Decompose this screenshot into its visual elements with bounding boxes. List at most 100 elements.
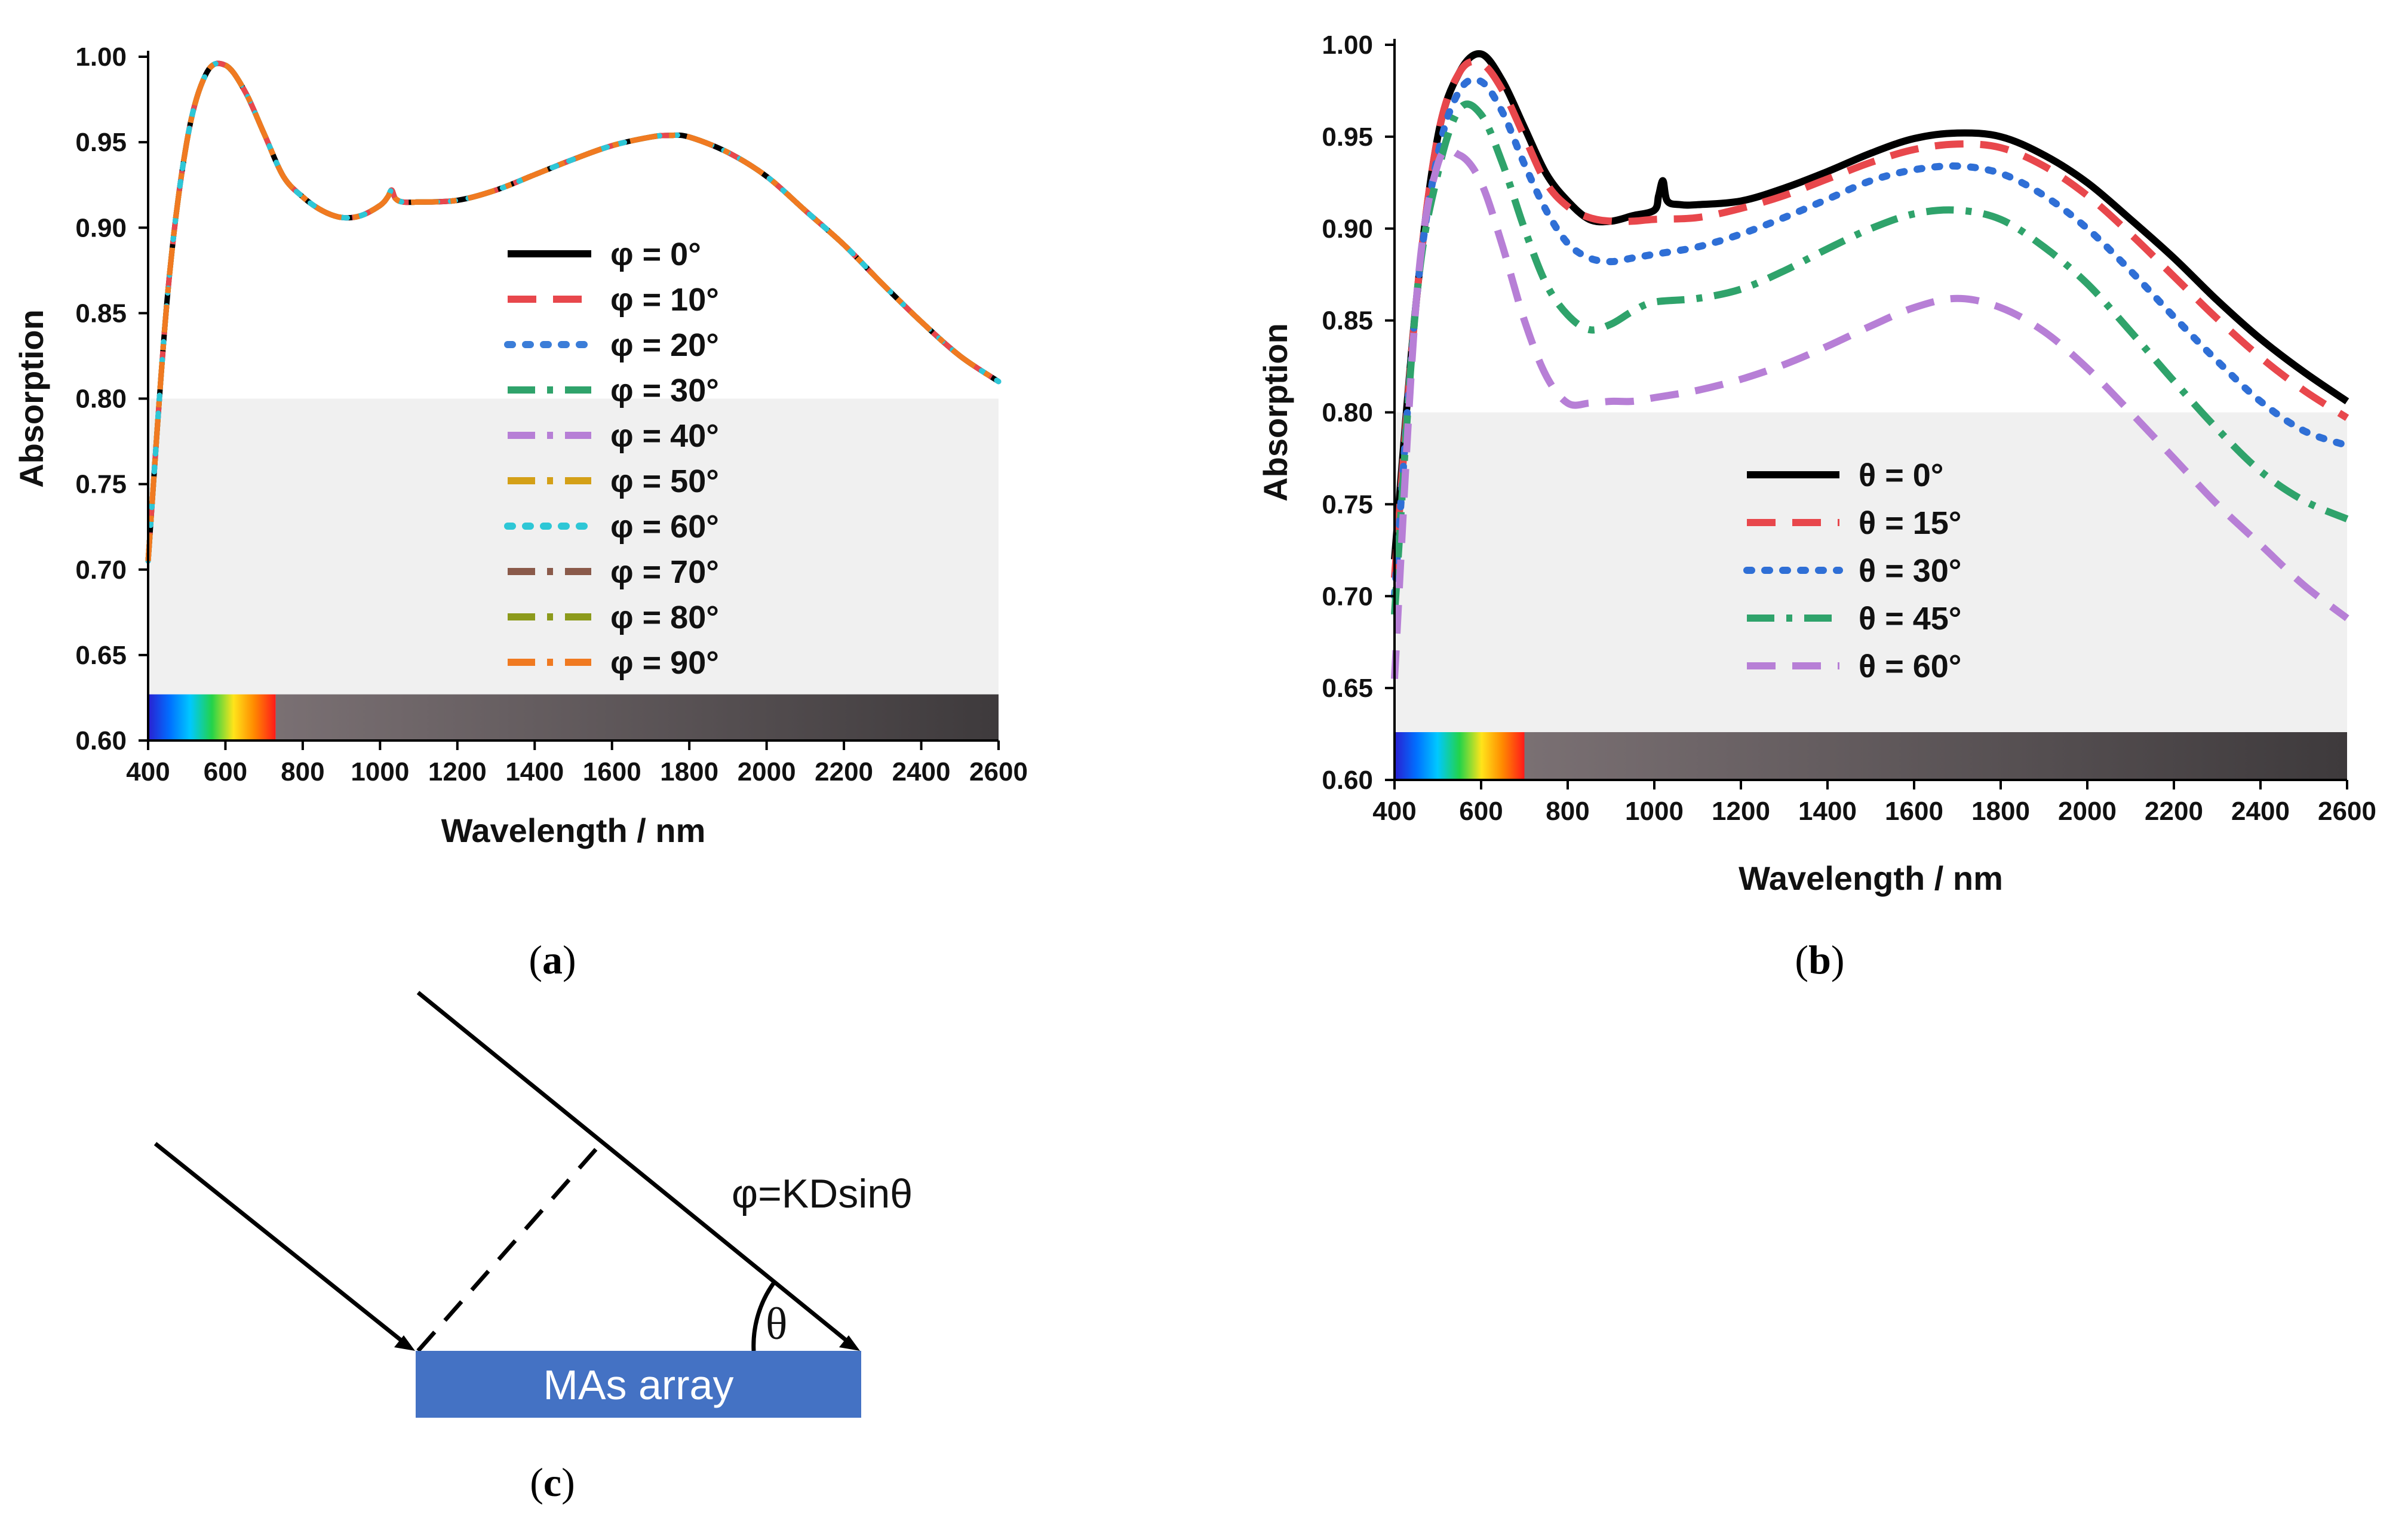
caption-a: (a): [529, 937, 576, 982]
legend-label: φ = 10°: [610, 282, 719, 318]
x-tick-label: 2600: [969, 757, 1028, 786]
series-lines: [1391, 50, 2351, 680]
series-line-5: [1391, 146, 2349, 680]
arrowhead-right-icon: [839, 1335, 860, 1351]
spectrum-bar: [1395, 732, 2347, 780]
x-tick-label: 2200: [815, 757, 873, 786]
x-tick-label: 2600: [2318, 797, 2376, 826]
y-tick-label: 0.60: [75, 726, 127, 755]
phase-formula: φ=KDsinθ: [732, 1171, 913, 1216]
arrowhead-left-icon: [394, 1335, 415, 1351]
x-tick-label: 2400: [2231, 797, 2290, 826]
y-tick-label: 0.80: [75, 385, 127, 414]
tick-labels: 400 600 800 1000 1200 1400 1600 1800 2000 2200 240…: [75, 42, 1028, 786]
series-line-10: [145, 60, 1000, 561]
visible-spectrum-bar: [148, 694, 276, 741]
x-tick-label: 1200: [428, 757, 487, 786]
legend-label: θ = 15°: [1859, 505, 1961, 541]
axes: [147, 51, 999, 742]
x-tick-label: 600: [1459, 797, 1503, 826]
legend-label: θ = 0°: [1859, 457, 1943, 493]
y-tick-label: 0.80: [1322, 398, 1373, 428]
spectrum-bar: [148, 694, 999, 741]
visible-spectrum-bar: [1395, 732, 1525, 780]
x-tick-label: 1400: [505, 757, 564, 786]
legend-label: φ = 0°: [610, 236, 701, 272]
x-axis-label: Wavelength / nm: [1739, 859, 2003, 897]
y-axis-label: Absorption: [1257, 323, 1294, 502]
chart-panel-a: 400 600 800 1000 1200 1400 1600 1800 2000 2200 240…: [13, 42, 1028, 849]
y-tick-label: 0.65: [75, 641, 127, 670]
y-tick-label: 0.65: [1322, 674, 1373, 703]
x-tick-label: 800: [1546, 797, 1589, 826]
x-tick-label: 2000: [2058, 797, 2117, 826]
chart-panel-b: 400 600 800 1000 1200 1400 1600 1800 2000 2200 240…: [1257, 30, 2376, 897]
y-tick-label: 0.70: [1322, 582, 1373, 611]
angle-theta-label: θ: [766, 1299, 787, 1349]
legend-label: θ = 45°: [1859, 601, 1961, 637]
series-line-7: [145, 60, 1002, 564]
series-lines: [145, 60, 1002, 564]
y-tick-label: 0.75: [1322, 490, 1373, 519]
caption-c: (c): [530, 1460, 575, 1505]
legend-label: φ = 90°: [610, 645, 719, 681]
x-axis-label: Wavelength / nm: [441, 812, 706, 849]
y-tick-label: 1.00: [1322, 30, 1373, 60]
legend-label: φ = 70°: [610, 554, 719, 590]
y-axis-label: Absorption: [13, 309, 50, 488]
angle-arc: [751, 1279, 777, 1351]
legend-label: φ = 50°: [610, 463, 719, 499]
series-line-1: [1391, 50, 2349, 560]
y-tick-label: 0.95: [1322, 122, 1373, 152]
y-tick-label: 0.90: [75, 213, 127, 242]
x-tick-label: 1800: [1971, 797, 2030, 826]
infrared-spectrum-bar: [1524, 732, 2347, 780]
x-tick-label: 2400: [892, 757, 951, 786]
incident-ray-right: [416, 991, 856, 1348]
x-tick-label: 2000: [738, 757, 796, 786]
mas-array-box: [416, 1351, 861, 1418]
x-tick-label: 1600: [583, 757, 641, 786]
y-tick-label: 0.60: [1322, 766, 1373, 795]
wavefront-dashed-line: [416, 1141, 604, 1353]
y-tick-label: 0.90: [1322, 214, 1373, 244]
mas-array-label: MAs array: [543, 1362, 734, 1408]
x-tick-label: 400: [1372, 797, 1416, 826]
series-line-4: [1391, 100, 2349, 615]
legend-label: φ = 80°: [610, 600, 719, 635]
y-tick-label: 0.95: [75, 128, 127, 157]
y-tick-label: 0.75: [75, 470, 127, 499]
x-tick-label: 1400: [1798, 797, 1857, 826]
legend-label: φ = 30°: [610, 373, 719, 408]
background-band: [1395, 412, 2347, 780]
caption-b: (b): [1795, 937, 1844, 982]
x-tick-label: 1800: [660, 757, 718, 786]
legend-label: θ = 60°: [1859, 649, 1961, 684]
gray-band: [1395, 412, 2347, 780]
x-tick-label: 1200: [1712, 797, 1770, 826]
legend: θ = 0° θ = 15° θ = 30° θ = 45° θ = 60°: [1743, 457, 1961, 684]
diagram-panel-c: MAs array φ=KDsinθ θ: [153, 991, 913, 1418]
legend-label: φ = 20°: [610, 327, 719, 363]
y-tick-label: 0.70: [75, 555, 127, 585]
x-tick-label: 400: [126, 757, 170, 786]
y-tick-label: 0.85: [1322, 306, 1373, 336]
infrared-spectrum-bar: [275, 694, 999, 741]
y-tick-label: 0.85: [75, 299, 127, 328]
legend-label: φ = 60°: [610, 509, 719, 545]
x-tick-label: 1600: [1885, 797, 1943, 826]
legend-label: φ = 40°: [610, 418, 719, 454]
x-tick-label: 1000: [351, 757, 409, 786]
legend-label: θ = 30°: [1859, 553, 1961, 589]
x-tick-label: 600: [204, 757, 247, 786]
x-tick-label: 1000: [1625, 797, 1684, 826]
tick-labels: 400 600 800 1000 1200 1400 1600 1800 2000 2200 240…: [1322, 30, 2376, 826]
y-tick-label: 1.00: [75, 42, 127, 72]
legend: φ = 0° φ = 10° φ = 20° φ = 30° φ = 40° φ = 50…: [504, 236, 719, 681]
series-line-3: [1391, 76, 2351, 600]
x-tick-label: 2200: [2145, 797, 2203, 826]
axes: [1393, 39, 2347, 781]
incident-ray-left: [153, 1142, 411, 1348]
series-line-2: [1391, 57, 2349, 578]
